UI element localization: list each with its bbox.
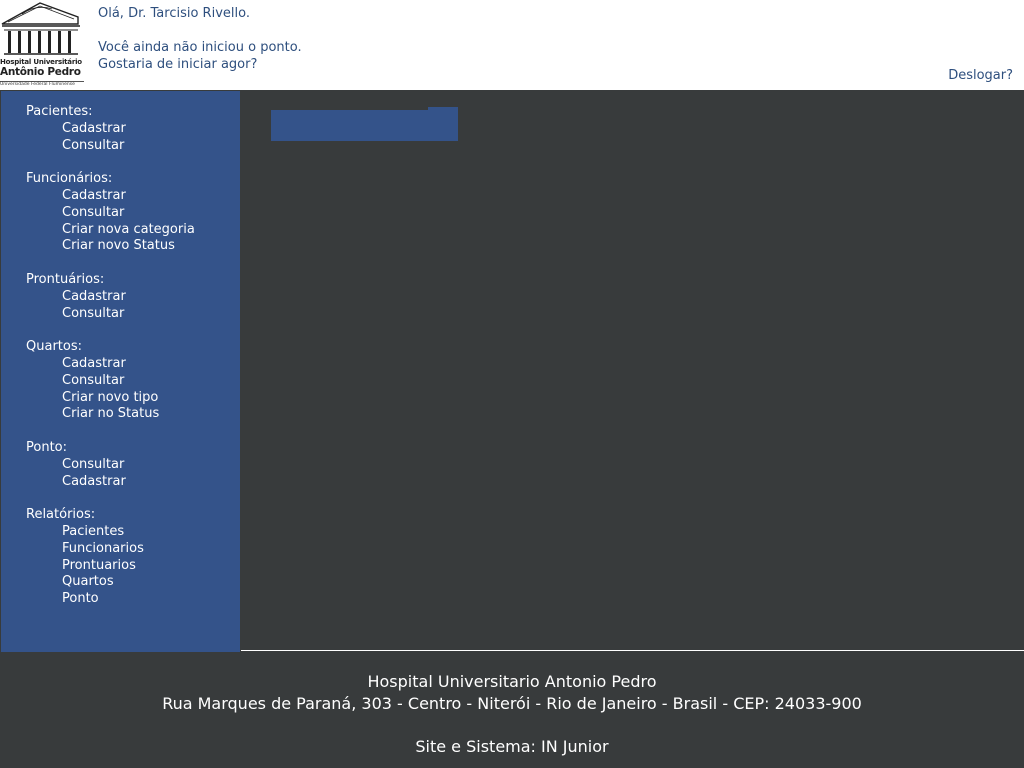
menu-section: Relatórios: Pacientes Funcionarios Prontuar… [26,507,195,608]
main-action-button-tab [428,107,458,111]
menu-item[interactable]: Cadastrar [62,473,126,489]
footer-hospital-name: Hospital Universitario Antonio Pedro [367,672,657,691]
menu-section: Funcionários: Cadastrar Consultar Criar nov… [26,171,195,255]
footer: Hospital Universitario Antonio Pedro Rua… [0,671,1024,758]
menu-item[interactable]: Criar no Status [62,406,160,422]
logo-text-line1: Hospital Universitário [0,58,82,66]
footer-divider [241,650,1024,651]
menu-item[interactable]: Criar novo tipo [62,389,159,405]
menu-section: Pacientes: Cadastrar Consultar [26,104,195,154]
menu-item[interactable]: Consultar [62,137,125,153]
menu-section: Prontuários: Cadastrar Consultar [26,272,195,322]
hospital-building-icon [1,2,80,55]
menu-item[interactable]: Pacientes [62,523,125,539]
logout-link[interactable]: Deslogar? [948,68,1013,83]
footer-credits: Site e Sistema: IN Junior [415,737,609,756]
menu-section: Ponto: Consultar Cadastrar [26,440,195,490]
menu-item[interactable]: Cadastrar [62,187,126,203]
menu-item[interactable]: Cadastrar [62,288,126,304]
menu-section-title: Funcionários: [26,171,113,187]
footer-address: Rua Marques de Paraná, 303 - Centro - Ni… [162,694,862,713]
main-action-button-body [271,110,458,141]
menu-item[interactable]: Criar novo Status [62,238,175,254]
menu-item[interactable]: Consultar [62,372,125,388]
sidebar-menu-list: Pacientes: Cadastrar Consultar Funcionários… [26,104,195,625]
menu-item[interactable]: Consultar [62,204,125,220]
menu-item[interactable]: Prontuarios [62,557,136,573]
logo-text-line2: Antônio Pedro [0,66,81,78]
menu-section-title: Ponto: [26,439,67,455]
menu-section-title: Relatórios: [26,507,96,523]
clock-in-prompt-link[interactable]: Gostaria de iniciar agor? [98,57,258,72]
clock-in-status-text: Você ainda não iniciou o ponto. [98,40,302,55]
logo-text-line3: Universidade Federal Fluminense [0,81,84,87]
greeting-text: Olá, Dr. Tarcisio Rivello. [98,6,250,21]
menu-section: Quartos: Cadastrar Consultar Criar novo tip… [26,339,195,423]
main-action-button[interactable] [271,107,458,141]
menu-section-title: Prontuários: [26,271,105,287]
menu-section-title: Pacientes: [26,104,93,119]
menu-item[interactable]: Quartos [62,574,114,590]
hospital-logo[interactable]: Hospital Universitário Antônio Pedro Uni… [0,0,84,90]
menu-item[interactable]: Cadastrar [62,355,126,371]
header: Hospital Universitário Antônio Pedro Uni… [0,0,1024,90]
menu-section-title: Quartos: [26,339,82,355]
menu-item[interactable]: Ponto [62,591,99,607]
menu-item[interactable]: Cadastrar [62,120,126,136]
menu-item[interactable]: Funcionarios [62,540,144,556]
menu-item[interactable]: Consultar [62,456,125,472]
menu-item[interactable]: Criar nova categoria [62,221,195,237]
sidebar-menu: Pacientes: Cadastrar Consultar Funcionários… [1,91,240,652]
menu-item[interactable]: Consultar [62,305,125,321]
